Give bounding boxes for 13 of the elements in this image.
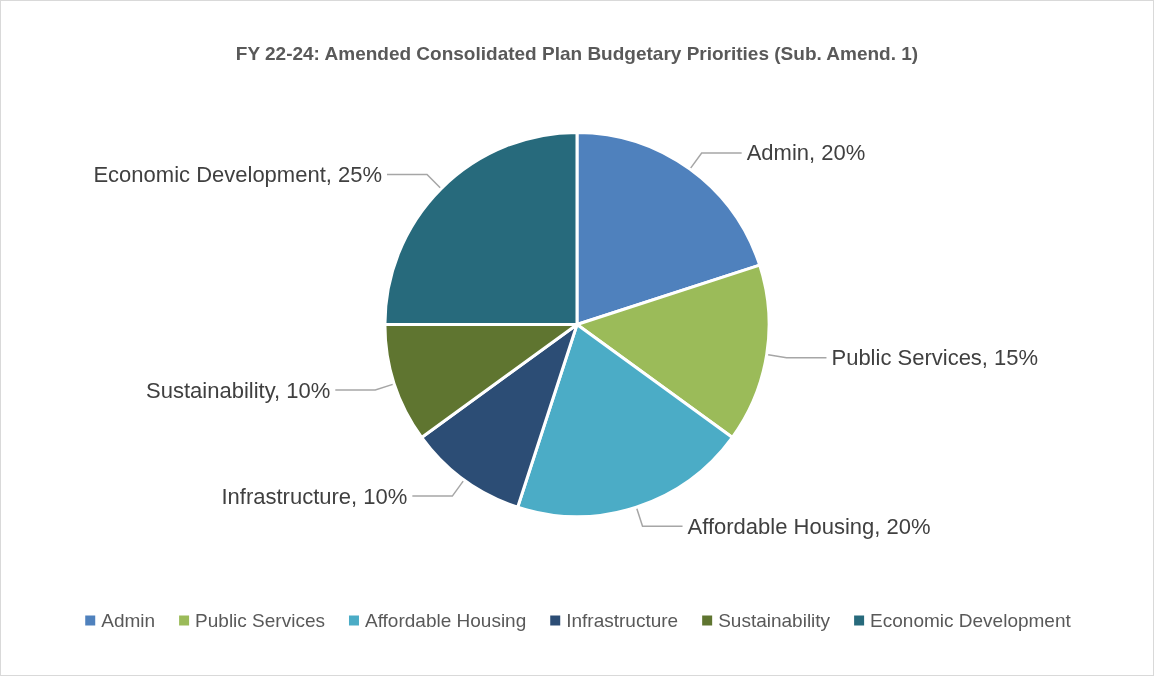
legend-label: Admin [101, 610, 156, 631]
data-label: Economic Development, 25% [93, 162, 383, 188]
legend-label: Economic Development [870, 610, 1072, 631]
data-label: Admin, 20% [746, 140, 866, 166]
data-label: Affordable Housing, 20% [687, 513, 931, 539]
data-label: Sustainability, 10% [146, 377, 331, 403]
legend-label: Sustainability [718, 610, 831, 631]
data-label: Public Services, 15% [831, 345, 1039, 371]
chart-title: FY 22-24: Amended Consolidated Plan Budgetary Priorities (Sub. Amend. 1) [235, 43, 919, 64]
data-label: Infrastructure, 10% [221, 483, 408, 509]
legend-label: Infrastructure [566, 610, 679, 631]
legend-label: Public Services [195, 610, 325, 631]
legend-label: Affordable Housing [364, 610, 527, 631]
